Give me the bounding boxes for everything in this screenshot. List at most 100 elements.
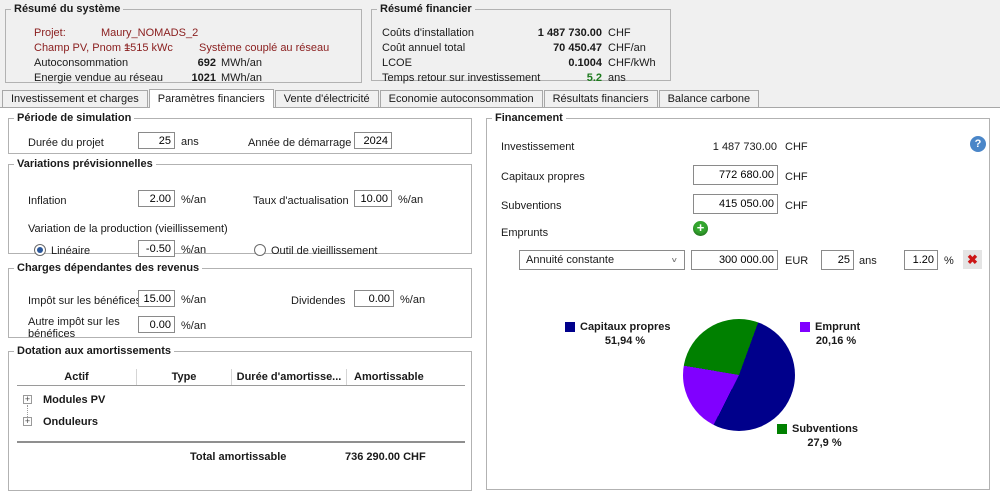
system-summary-box: Résumé du système Projet: Maury_NOMADS_2… [5, 3, 362, 84]
subsidies-unit: CHF [785, 200, 808, 212]
legend-subsidies: Subventions 27,9 % [777, 423, 872, 449]
aging-tool-radio[interactable] [254, 244, 266, 256]
project-value: Maury_NOMADS_2 [101, 27, 199, 39]
profit-tax-unit: %/an [181, 294, 207, 306]
amortization-title: Dotation aux amortissements [17, 345, 172, 357]
simulation-period-box: Période de simulation Durée du projet an… [8, 112, 472, 154]
amortization-table-header: Actif Type Durée d'amortisse... Amortiss… [17, 369, 465, 386]
tab-economie-autoconsommation[interactable]: Economie autoconsommation [379, 90, 543, 107]
linear-degradation-input[interactable] [138, 240, 175, 257]
asset-row-onduleurs[interactable]: Onduleurs [43, 416, 99, 428]
project-label: Projet: [34, 27, 66, 39]
revenue-charges-title: Charges dépendantes des revenus [17, 262, 200, 274]
subsidies-input[interactable] [693, 194, 778, 214]
legend-subsidies-pct: 27,9 % [807, 437, 842, 449]
annual-cost-label: Coût annuel total [382, 42, 466, 54]
column-type[interactable]: Type [137, 369, 232, 385]
financing-pie-chart [683, 319, 795, 431]
project-duration-input[interactable] [138, 132, 175, 149]
energy-sold-value: 1021 [191, 72, 216, 84]
loan-duration-input[interactable] [821, 250, 854, 270]
legend-loan-pct: 20,16 % [815, 335, 857, 347]
add-loan-icon[interactable] [693, 221, 708, 236]
tab-balance-carbone[interactable]: Balance carbone [658, 90, 760, 107]
equity-unit: CHF [785, 171, 808, 183]
legend-subsidies-label: Subventions [792, 423, 859, 435]
tab-bar: Investissement et charges Paramètres fin… [0, 89, 1000, 108]
expand-icon[interactable] [23, 395, 32, 404]
lcoe-unit: CHF/kWh [608, 57, 656, 69]
grid-coupled-note: Système couplé au réseau [199, 42, 330, 54]
inflation-unit: %/an [181, 194, 207, 206]
annual-cost-unit: CHF/an [608, 42, 646, 54]
loan-type-value: Annuité constante [526, 254, 615, 266]
legend-equity-label: Capitaux propres [580, 321, 671, 333]
loan-type-select[interactable]: Annuité constante ∨ [519, 250, 685, 270]
equity-swatch-icon [565, 322, 575, 332]
tab-investissement-et-charges[interactable]: Investissement et charges [2, 90, 148, 107]
investment-value: 1 487 730.00 [712, 141, 777, 153]
payback-label: Temps retour sur investissement [382, 72, 541, 84]
financial-summary-title: Résumé financier [380, 3, 472, 15]
column-amortissable[interactable]: Amortissable [354, 371, 424, 383]
subsidies-swatch-icon [777, 424, 787, 434]
forecast-variations-title: Variations prévisionnelles [17, 158, 153, 170]
project-duration-unit: ans [181, 136, 199, 148]
revenue-charges-box: Charges dépendantes des revenus Impôt su… [8, 262, 472, 340]
project-duration-label: Durée du projet [28, 137, 104, 149]
column-duree[interactable]: Durée d'amortisse... [232, 369, 347, 385]
system-summary-title: Résumé du système [14, 3, 121, 15]
profit-tax-input[interactable] [138, 290, 175, 307]
asset-row-modules-pv[interactable]: Modules PV [43, 394, 106, 406]
total-separator [17, 441, 465, 443]
financing-title: Financement [495, 112, 563, 124]
amortization-box: Dotation aux amortissements Actif Type D… [8, 345, 472, 491]
simulation-period-title: Période de simulation [17, 112, 132, 124]
loan-currency: EUR [785, 255, 809, 267]
equity-input[interactable] [693, 165, 778, 185]
discount-rate-label: Taux d'actualisation [253, 195, 349, 207]
help-icon[interactable] [970, 136, 986, 152]
loan-amount-input[interactable] [691, 250, 778, 270]
discount-rate-input[interactable] [354, 190, 392, 207]
financial-summary-box: Résumé financier Coûts d'installation 1 … [371, 3, 671, 84]
annual-cost-value: 70 450.47 [553, 42, 602, 54]
expand-icon[interactable] [23, 417, 32, 426]
install-cost-value: 1 487 730.00 [537, 27, 602, 39]
install-cost-unit: CHF [608, 27, 631, 39]
loans-label: Emprunts [501, 227, 549, 239]
selfconsumption-unit: MWh/an [221, 57, 262, 69]
tab-resultats-financiers[interactable]: Résultats financiers [543, 90, 658, 107]
tab-parametres-financiers[interactable]: Paramètres financiers [148, 89, 274, 108]
top-summary-area: Résumé du système Projet: Maury_NOMADS_2… [0, 0, 1000, 89]
start-year-input[interactable] [354, 132, 392, 149]
payback-value: 5.2 [586, 72, 602, 84]
loan-swatch-icon [800, 322, 810, 332]
selfconsumption-label: Autoconsommation [34, 57, 129, 69]
dividends-input[interactable] [354, 290, 394, 307]
loan-rate-input[interactable] [904, 250, 938, 270]
energy-sold-unit: MWh/an [221, 72, 262, 84]
legend-equity: Capitaux propres 51,94 % [565, 321, 685, 347]
inflation-input[interactable] [138, 190, 175, 207]
linear-radio[interactable] [34, 244, 46, 256]
other-tax-unit: %/an [181, 320, 207, 332]
pv-field-value: 1515 kWc [124, 42, 173, 54]
chevron-down-icon: ∨ [670, 256, 678, 264]
subsidies-label: Subventions [501, 200, 562, 212]
tab-vente-electricite[interactable]: Vente d'électricité [274, 90, 379, 107]
lcoe-value: 0.1004 [568, 57, 602, 69]
tab-page-parametres-financiers: Période de simulation Durée du projet an… [0, 108, 1000, 493]
forecast-variations-box: Variations prévisionnelles Inflation %/a… [8, 158, 472, 257]
install-cost-label: Coûts d'installation [382, 27, 474, 39]
other-tax-input[interactable] [138, 316, 175, 333]
aging-tool-radio-label: Outil de vieillissement [271, 245, 378, 257]
dividends-label: Dividendes [291, 295, 346, 307]
total-amortizable-label: Total amortissable [190, 451, 287, 463]
total-amortizable-value: 736 290.00 CHF [345, 451, 426, 463]
equity-label: Capitaux propres [501, 171, 585, 183]
delete-loan-icon[interactable] [963, 250, 982, 269]
linear-radio-label: Linéaire [51, 245, 91, 257]
column-actif[interactable]: Actif [17, 369, 137, 385]
linear-degradation-unit: %/an [181, 244, 207, 256]
